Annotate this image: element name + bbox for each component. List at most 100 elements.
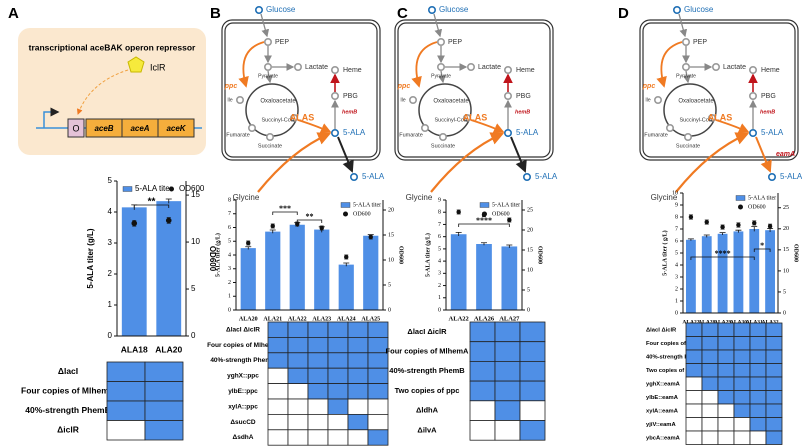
matrix-cell — [765, 390, 783, 405]
matrix-cell — [685, 376, 703, 391]
strain-modification: yjiV::eamA — [646, 422, 676, 428]
y2-tick-label: 15 — [783, 247, 789, 253]
bar — [476, 244, 492, 310]
pathway-label: 5-ALA — [761, 128, 784, 137]
y-axis-title: 5-ALA titer (g/L) — [424, 233, 431, 277]
matrix-cell — [717, 390, 735, 405]
y-axis-title: 5-ALA titer (g/L) — [86, 228, 95, 288]
arrow — [433, 13, 443, 38]
operator: O — [72, 123, 79, 133]
y-tick-label: 4 — [675, 262, 678, 268]
strain-modification: yghX::ppc — [227, 373, 259, 380]
alas-arrow — [297, 119, 332, 134]
y2-tick-label: 25 — [527, 207, 533, 213]
pathway-label: 5-ALA — [780, 172, 802, 181]
legend-swatch — [738, 204, 743, 210]
matrix-cell — [347, 321, 369, 338]
error-bar — [735, 229, 742, 233]
matrix-cell — [749, 430, 767, 445]
strain-modification: ΔlacI — [58, 366, 78, 376]
legend-swatch — [122, 186, 133, 192]
bar — [717, 233, 728, 313]
matrix-cell — [765, 430, 783, 445]
pathway-label: PBG — [761, 93, 776, 100]
pathway-label: Fumarate — [644, 132, 668, 138]
y-tick-label: 7 — [438, 222, 441, 228]
y-tick-label: 0 — [675, 310, 678, 316]
y-axis-title: 5-ALA titer ( g/L) — [661, 230, 668, 275]
y-tick-label: 5 — [675, 250, 678, 256]
matrix-cell — [733, 363, 751, 378]
matrix-cell — [267, 429, 289, 446]
matrix-cell — [733, 390, 751, 405]
legend-label: OD600 — [492, 211, 510, 217]
y2-tick-label: 0 — [388, 307, 391, 313]
legend-label: OD600 — [748, 204, 766, 210]
y-tick-label: 3 — [675, 274, 678, 280]
matrix-cell — [685, 403, 703, 418]
matrix-cell — [367, 413, 389, 431]
y-tick-label: 1 — [108, 300, 113, 309]
matrix-cell — [327, 413, 349, 431]
metabolite-node — [503, 129, 512, 138]
x-tick-label: ALA29 — [714, 319, 731, 325]
pathway-label: PBG — [343, 93, 358, 100]
metabolite-node — [707, 114, 716, 123]
pathway-label: Pyruvate — [676, 73, 696, 79]
metabolite-node — [289, 114, 298, 123]
matrix-cell — [144, 361, 184, 382]
matrix-cell — [717, 336, 735, 351]
promoter — [43, 107, 60, 128]
strain-modification: 40%-strength PhemB — [389, 366, 465, 375]
metabolite-node — [653, 96, 662, 105]
strain-modification: ΔsucCD — [230, 419, 256, 426]
strain-modification: 40%-strength PhemB — [210, 357, 276, 364]
significance: **** — [715, 249, 731, 258]
matrix-cell — [717, 376, 735, 391]
pathway-label: eamA — [776, 151, 795, 158]
operon-title: transcriptional aceBAK operon repressor — [29, 42, 196, 52]
matrix-cell — [307, 413, 329, 431]
matrix-cell — [765, 336, 783, 351]
od-point — [319, 225, 324, 231]
legend-swatch — [340, 202, 351, 208]
od-point — [270, 223, 275, 229]
error-bar — [703, 234, 710, 238]
matrix-cell — [717, 430, 735, 445]
matrix-cell — [287, 429, 309, 446]
od-point — [720, 224, 725, 230]
bar — [314, 229, 330, 310]
matrix-cell — [733, 417, 751, 432]
metabolite-node — [436, 37, 445, 46]
significance: **** — [476, 216, 492, 225]
significance: *** — [279, 204, 291, 213]
legend-swatch — [479, 202, 490, 208]
strain-modification: ylbE::eamA — [646, 395, 679, 401]
metabolite-node — [255, 6, 264, 15]
pathway-label: Lactate — [723, 64, 746, 71]
bar — [450, 234, 467, 310]
y2-tick-label: 0 — [191, 331, 196, 340]
pathway-label: Lactate — [305, 64, 328, 71]
arrow — [260, 13, 270, 38]
matrix-cell — [144, 400, 184, 421]
bar — [240, 248, 256, 310]
x-tick-label: ALA24 — [337, 316, 356, 322]
glycine-arrow — [257, 132, 332, 193]
strain-modification: xylA::eamA — [646, 408, 679, 414]
matrix-cell — [717, 363, 735, 378]
matrix-cell — [307, 367, 329, 385]
metabolite-node — [466, 62, 475, 71]
arrow — [510, 136, 527, 173]
od-point — [688, 214, 694, 220]
matrix-cell — [765, 403, 783, 418]
y-tick-label: 4 — [438, 258, 441, 264]
matrix-cell — [367, 321, 389, 338]
arrow — [337, 136, 354, 173]
metabolite-node — [462, 114, 471, 123]
strain-modification: ΔiclR — [57, 425, 79, 435]
pathway-label: ppc — [642, 83, 656, 90]
cell-membrane — [224, 22, 378, 158]
matrix-cell — [287, 398, 309, 415]
x-tick-label: ALA22 — [449, 315, 469, 322]
